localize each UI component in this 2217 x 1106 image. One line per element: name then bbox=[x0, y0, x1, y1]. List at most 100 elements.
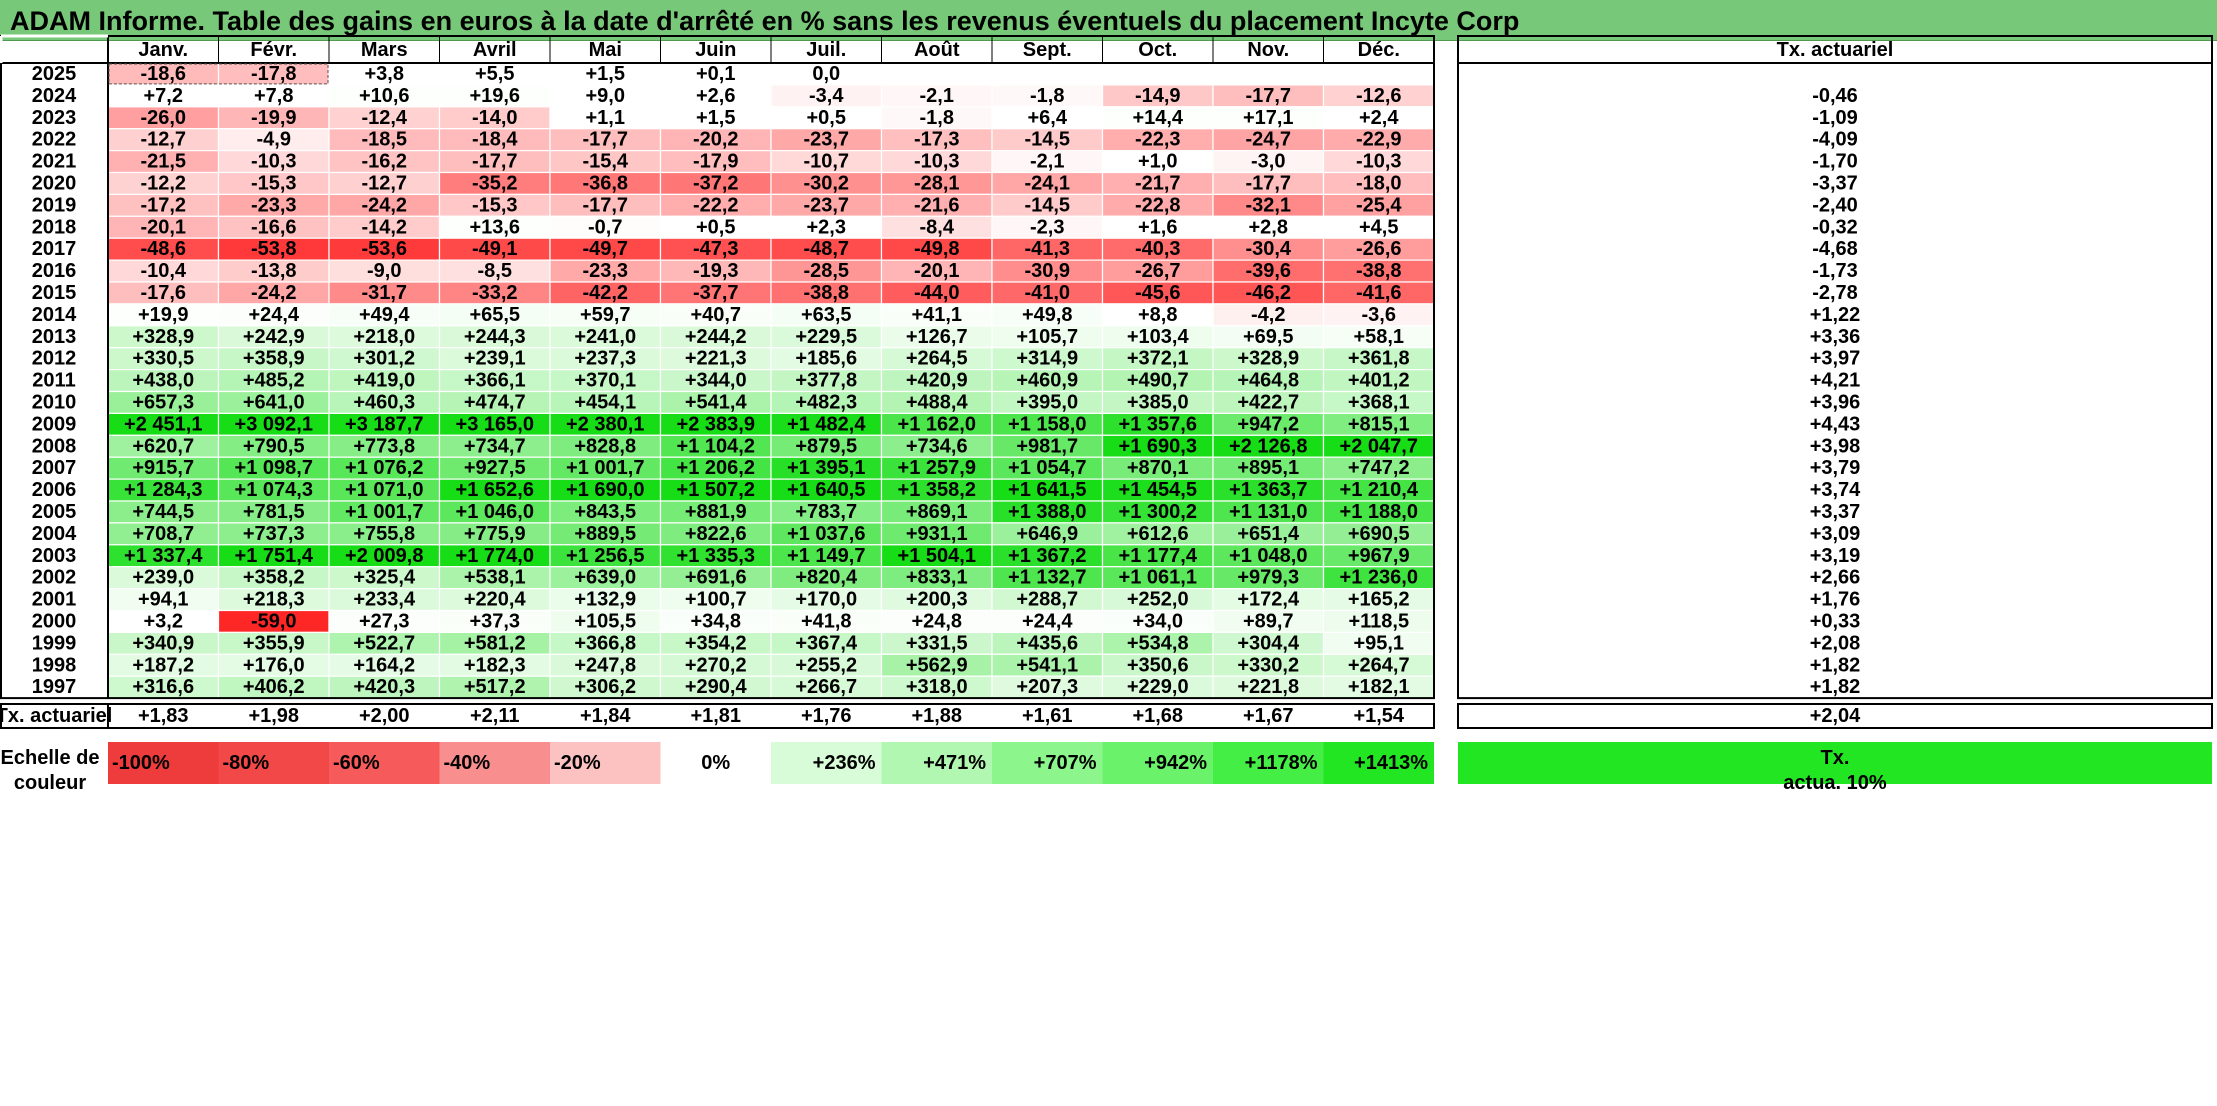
cell-value: +1 074,3 bbox=[235, 479, 313, 501]
cell-value: +1 358,2 bbox=[898, 479, 976, 501]
cell-value: +747,2 bbox=[1348, 457, 1410, 479]
cell-value: +833,1 bbox=[906, 567, 968, 589]
year-label: 2009 bbox=[32, 413, 77, 435]
year-label: 2023 bbox=[32, 107, 77, 129]
rate-value: +3,36 bbox=[1810, 326, 1861, 348]
cell-value: +879,5 bbox=[795, 435, 857, 457]
cell-value: +241,0 bbox=[574, 326, 636, 348]
rate-value: +3,74 bbox=[1810, 479, 1861, 501]
scale-swatch bbox=[1102, 742, 1213, 784]
cell-value: +620,7 bbox=[132, 435, 194, 457]
cell-value: +420,3 bbox=[353, 676, 415, 698]
cell-value: -3,4 bbox=[809, 85, 844, 107]
cell-value: -21,5 bbox=[140, 151, 186, 173]
month-header: Sept. bbox=[1023, 39, 1072, 61]
cell-value: +221,3 bbox=[685, 348, 747, 370]
cell-value: +40,7 bbox=[690, 304, 741, 326]
cell-value: +288,7 bbox=[1016, 589, 1078, 611]
month-header: Janv. bbox=[138, 39, 188, 61]
cell-value: -38,8 bbox=[1356, 260, 1402, 282]
cell-value: +734,7 bbox=[464, 435, 526, 457]
cell-value: +103,4 bbox=[1127, 326, 1190, 348]
cell-value: -31,7 bbox=[361, 282, 407, 304]
rate-value: -1,09 bbox=[1812, 107, 1858, 129]
cell-value: -18,5 bbox=[361, 129, 407, 151]
rate-value: +1,82 bbox=[1810, 676, 1861, 698]
cell-value: +870,1 bbox=[1127, 457, 1189, 479]
cell-value: +0,1 bbox=[696, 63, 735, 85]
scale-label: +1413% bbox=[1354, 752, 1428, 774]
cell-value: +1,1 bbox=[586, 107, 625, 129]
cell-value: -10,3 bbox=[1356, 151, 1402, 173]
scale-swatch bbox=[881, 742, 992, 784]
cell-value: -46,2 bbox=[1245, 282, 1291, 304]
month-header: Août bbox=[914, 39, 960, 61]
cell-value: +94,1 bbox=[138, 589, 189, 611]
scale-swatch bbox=[108, 742, 219, 784]
cell-value: -22,2 bbox=[693, 194, 739, 216]
cell-value: +485,2 bbox=[243, 370, 305, 392]
cell-value: +207,3 bbox=[1016, 676, 1078, 698]
cell-value: +1,0 bbox=[1138, 151, 1177, 173]
cell-value: -47,3 bbox=[693, 238, 739, 260]
cell-value: +915,7 bbox=[132, 457, 194, 479]
year-label: 2018 bbox=[32, 216, 77, 238]
cell-value: +316,6 bbox=[132, 676, 194, 698]
cell-value: +165,2 bbox=[1348, 589, 1410, 611]
year-label: 2019 bbox=[32, 194, 77, 216]
cell-value: -14,5 bbox=[1024, 129, 1070, 151]
cell-value: +187,2 bbox=[132, 654, 194, 676]
cell-value: +172,4 bbox=[1237, 589, 1300, 611]
month-header: Déc. bbox=[1358, 39, 1400, 61]
scale-label: Echelle de bbox=[1, 747, 100, 769]
cell-value: +344,0 bbox=[685, 370, 747, 392]
cell-value: +2 047,7 bbox=[1340, 435, 1418, 457]
cell-value: -10,3 bbox=[914, 151, 960, 173]
cell-value: +420,9 bbox=[906, 370, 968, 392]
year-label: 2024 bbox=[32, 85, 77, 107]
rate-value: +4,21 bbox=[1810, 370, 1861, 392]
cell-value: +368,1 bbox=[1348, 391, 1410, 413]
cell-value: +1 149,7 bbox=[787, 545, 865, 567]
cell-value: +0,5 bbox=[696, 216, 735, 238]
cell-value: -4,2 bbox=[1251, 304, 1285, 326]
rate-value: -2,78 bbox=[1812, 282, 1858, 304]
cell-value: -22,8 bbox=[1135, 194, 1181, 216]
cell-value: -17,6 bbox=[140, 282, 186, 304]
cell-value: +252,0 bbox=[1127, 589, 1189, 611]
cell-value: +221,8 bbox=[1237, 676, 1299, 698]
cell-value: +828,8 bbox=[574, 435, 636, 457]
cell-value: +49,4 bbox=[359, 304, 410, 326]
cell-value: +1 001,7 bbox=[345, 501, 423, 523]
cell-value: +176,0 bbox=[243, 654, 305, 676]
cell-value: -19,9 bbox=[251, 107, 297, 129]
month-header: Mars bbox=[361, 39, 408, 61]
cell-value: +301,2 bbox=[353, 348, 415, 370]
cell-value: -26,6 bbox=[1356, 238, 1402, 260]
cell-value: +541,4 bbox=[685, 391, 748, 413]
cell-value: +49,8 bbox=[1022, 304, 1073, 326]
cell-value: +454,1 bbox=[574, 391, 636, 413]
cell-value: +422,7 bbox=[1237, 391, 1299, 413]
cell-value: +815,1 bbox=[1348, 413, 1410, 435]
cell-value: +24,8 bbox=[911, 610, 962, 632]
cell-value: -20,2 bbox=[693, 129, 739, 151]
scale-swatch bbox=[771, 742, 882, 784]
cell-value: -0,7 bbox=[588, 216, 622, 238]
scale-label: +707% bbox=[1034, 752, 1097, 774]
cell-value: +7,8 bbox=[254, 85, 293, 107]
cell-value: -41,3 bbox=[1024, 238, 1070, 260]
cell-value: +1 640,5 bbox=[787, 479, 865, 501]
cell-value: +37,3 bbox=[469, 610, 520, 632]
rate-value: +3,98 bbox=[1810, 435, 1861, 457]
cell-value: +182,1 bbox=[1348, 676, 1410, 698]
scale-swatch bbox=[329, 742, 440, 784]
cell-value: -35,2 bbox=[472, 172, 518, 194]
cell-value: +1 357,6 bbox=[1119, 413, 1197, 435]
cell-value: +366,8 bbox=[574, 632, 636, 654]
year-label: 2022 bbox=[32, 129, 77, 151]
rate-value: +1,22 bbox=[1810, 304, 1861, 326]
month-header: Févr. bbox=[250, 39, 297, 61]
cell-value: +350,6 bbox=[1127, 654, 1189, 676]
year-label: 2010 bbox=[32, 391, 77, 413]
